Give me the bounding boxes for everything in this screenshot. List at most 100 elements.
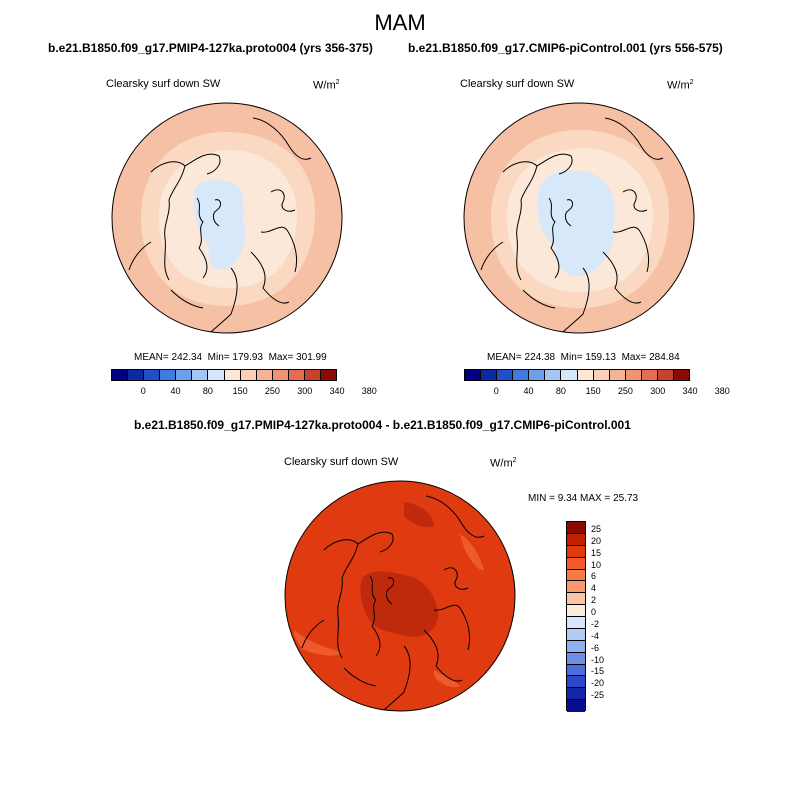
season-title: MAM xyxy=(374,10,426,35)
colorbar-swatch xyxy=(567,640,585,653)
colorbar-swatch xyxy=(609,370,626,380)
colorbar-swatch xyxy=(593,370,610,380)
colorbar-swatch xyxy=(192,370,209,380)
panel2-polar-map xyxy=(463,102,695,334)
diff-region-high xyxy=(360,571,439,637)
panel2-stats: MEAN= 224.38 Min= 159.13 Max= 284.84 xyxy=(487,352,680,363)
colorbar-swatch xyxy=(176,370,193,380)
colorbar-tick-label: 0 xyxy=(591,607,597,618)
colorbar-swatch xyxy=(208,370,225,380)
colorbar-tick-label: 6 xyxy=(591,571,597,582)
colorbar-swatch xyxy=(567,569,585,582)
diff-region-low-s xyxy=(434,670,460,688)
panel2-map xyxy=(463,102,695,334)
colorbar-swatch xyxy=(641,370,658,380)
panel1-stats: MEAN= 242.34 Min= 179.93 Max= 301.99 xyxy=(134,352,327,363)
diff-region-high-n xyxy=(404,502,434,528)
colorbar-swatch xyxy=(481,370,498,380)
diff-map xyxy=(284,480,516,712)
colorbar-swatch xyxy=(304,370,322,380)
colorbar-swatch xyxy=(465,370,482,380)
colorbar-tick-label: 40 xyxy=(523,386,534,396)
colorbar-swatch xyxy=(567,652,585,665)
colorbar-swatch xyxy=(497,370,514,380)
panel2-coastlines xyxy=(480,117,664,333)
colorbar-swatch xyxy=(144,370,161,380)
panel1-polar-map xyxy=(111,102,343,334)
colorbar-swatch xyxy=(577,370,594,380)
colorbar-tick-label: 0 xyxy=(140,386,146,396)
colorbar-tick-label: 25 xyxy=(591,523,602,534)
colorbar-swatch xyxy=(567,628,585,641)
diff-title: b.e21.B1850.f09_g17.PMIP4-127ka.proto004… xyxy=(134,418,631,432)
diff-minmax: MIN = 9.34 MAX = 25.73 xyxy=(528,493,639,504)
colorbar-tick-label: 340 xyxy=(329,386,345,396)
colorbar-tick-label: 40 xyxy=(170,386,181,396)
colorbar-swatch xyxy=(567,617,585,629)
colorbar-tick-label: 2 xyxy=(591,595,597,606)
colorbar-swatch xyxy=(128,370,145,380)
panel1-variable: Clearsky surf down SW xyxy=(106,78,221,90)
colorbar-tick-label: 150 xyxy=(232,386,248,396)
diff-variable: Clearsky surf down SW xyxy=(284,456,399,468)
colorbar-tick-label: -6 xyxy=(591,642,600,653)
colorbar-tick-label: 80 xyxy=(202,386,213,396)
colorbar-swatch xyxy=(272,370,289,380)
colorbar-tick-label: 380 xyxy=(714,386,730,396)
colorbar-tick-label: 10 xyxy=(591,559,602,570)
diff-coastlines xyxy=(301,495,485,711)
panel1-colorbar xyxy=(111,369,337,381)
colorbar-swatch xyxy=(567,688,585,701)
panel2-colorbar xyxy=(464,369,690,381)
colorbar-tick-label: 340 xyxy=(682,386,698,396)
colorbar-tick-label: -10 xyxy=(591,654,605,665)
colorbar-tick-label: 380 xyxy=(361,386,377,396)
colorbar-swatch xyxy=(657,370,675,380)
colorbar-tick-label: 80 xyxy=(555,386,566,396)
panel1-coastlines xyxy=(128,117,312,333)
colorbar-swatch xyxy=(567,605,585,617)
colorbar-swatch xyxy=(256,370,273,380)
colorbar-swatch xyxy=(545,370,562,380)
colorbar-swatch xyxy=(529,370,546,380)
colorbar-swatch xyxy=(288,370,305,380)
colorbar-tick-label: 150 xyxy=(585,386,601,396)
colorbar-swatch xyxy=(567,522,585,534)
panel1-units: W/m2 xyxy=(313,79,340,92)
colorbar-swatch xyxy=(567,581,585,594)
panel1-title: b.e21.B1850.f09_g17.PMIP4-127ka.proto004… xyxy=(48,41,373,55)
colorbar-swatch xyxy=(567,533,585,546)
diff-colorbar-labels: 25 20 15 10 6 4 2 0 -2 -4 -6 -10 -15 -20 -25 xyxy=(591,521,631,711)
colorbar-swatch xyxy=(321,370,337,380)
diff-region-low-w xyxy=(294,630,342,656)
panel2-title: b.e21.B1850.f09_g17.CMIP6-piControl.001 … xyxy=(408,41,723,55)
panel2-colorbar-bar xyxy=(464,369,690,381)
colorbar-tick-label: 15 xyxy=(591,547,602,558)
diff-region-low-e xyxy=(460,534,484,571)
panel1-colorbar-labels: 0 40 80 150 250 300 340 380 xyxy=(111,386,377,398)
colorbar-swatch xyxy=(567,676,585,689)
colorbar-swatch xyxy=(224,370,241,380)
colorbar-tick-label: 250 xyxy=(264,386,280,396)
colorbar-tick-label: -25 xyxy=(591,690,605,701)
colorbar-swatch xyxy=(561,370,578,380)
colorbar-tick-label: 20 xyxy=(591,535,602,546)
panel2-colorbar-labels: 0 40 80 150 250 300 340 380 xyxy=(464,386,730,398)
colorbar-swatch xyxy=(674,370,690,380)
colorbar-tick-label: 0 xyxy=(493,386,499,396)
colorbar-swatch xyxy=(567,557,585,570)
colorbar-tick-label: -20 xyxy=(591,678,605,689)
map-region-ice xyxy=(537,170,615,277)
colorbar-tick-label: -2 xyxy=(591,618,600,629)
diff-units: W/m2 xyxy=(490,457,517,470)
panel1-colorbar-bar xyxy=(111,369,337,381)
colorbar-swatch xyxy=(567,545,585,558)
colorbar-swatch xyxy=(240,370,257,380)
diff-polar-map xyxy=(284,480,516,712)
colorbar-tick-label: -15 xyxy=(591,666,605,677)
colorbar-tick-label: 250 xyxy=(617,386,633,396)
colorbar-swatch xyxy=(513,370,530,380)
colorbar-tick-label: 300 xyxy=(297,386,313,396)
colorbar-swatch xyxy=(567,593,585,606)
colorbar-swatch xyxy=(567,664,585,677)
